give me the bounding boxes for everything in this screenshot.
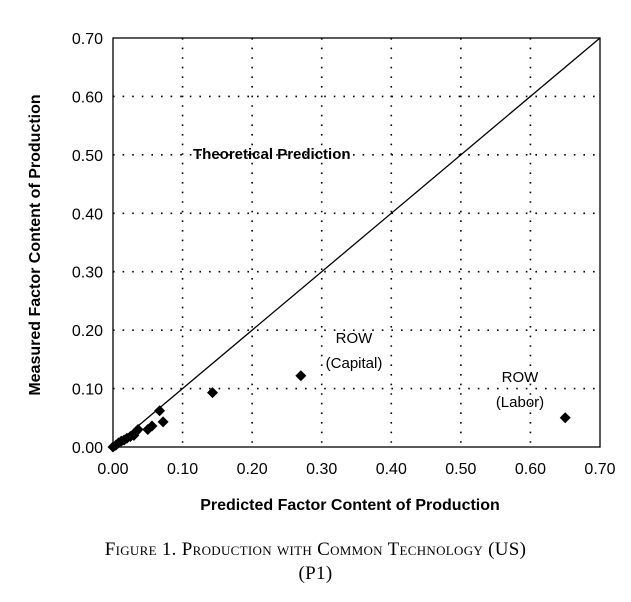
theoretical-prediction-label: Theoretical Prediction (193, 146, 351, 163)
grid-lines (113, 38, 600, 447)
plot-area-frame (112, 37, 601, 448)
row-capital-label-line2: (Capital) (326, 355, 383, 372)
x-tick-label: 0.20 (237, 461, 268, 478)
data-point (154, 405, 166, 417)
data-point (295, 370, 307, 382)
y-tick-label: 0.20 (72, 323, 103, 340)
x-tick-label: 0.60 (515, 461, 546, 478)
figure-caption: Figure 1. Production with Common Technol… (0, 538, 631, 586)
x-tick-label: 0.50 (445, 461, 476, 478)
y-tick-label: 0.60 (72, 89, 103, 106)
scatter-chart: 0.00 0.10 0.20 0.30 0.40 0.50 0.60 0.70 0.00 0.1… (27, 31, 616, 514)
caption-line-2: (P1) (298, 563, 333, 584)
x-tick-label: 0.30 (306, 461, 337, 478)
x-tick-labels: 0.00 0.10 0.20 0.30 0.40 0.50 0.60 0.70 (97, 461, 615, 478)
y-tick-label: 0.50 (72, 148, 103, 165)
data-point (206, 387, 218, 399)
y-tick-label: 0.40 (72, 206, 103, 223)
y-tick-label: 0.30 (72, 265, 103, 282)
x-tick-label: 0.40 (376, 461, 407, 478)
data-points (107, 370, 571, 453)
y-tick-label: 0.00 (72, 440, 103, 457)
data-point (132, 423, 144, 435)
y-axis-title: Measured Factor Content of Production (27, 94, 44, 395)
x-tick-label: 0.70 (584, 461, 615, 478)
row-capital-label-line1: ROW (336, 330, 374, 347)
y-tick-labels: 0.00 0.10 0.20 0.30 0.40 0.50 0.60 0.70 (72, 31, 103, 457)
data-point (559, 412, 571, 424)
row-labor-label-line1: ROW (502, 369, 540, 386)
caption-line-1: Figure 1. Production with Common Technol… (104, 539, 527, 560)
data-point (146, 420, 158, 432)
row-labor-label-line2: (Labor) (496, 394, 544, 411)
y-tick-label: 0.10 (72, 382, 103, 399)
x-tick-label: 0.10 (167, 461, 198, 478)
x-tick-label: 0.00 (97, 461, 128, 478)
x-axis-title: Predicted Factor Content of Production (200, 497, 500, 514)
theoretical-prediction-line (112, 37, 601, 448)
y-tick-label: 0.70 (72, 31, 103, 48)
data-point (157, 416, 169, 428)
